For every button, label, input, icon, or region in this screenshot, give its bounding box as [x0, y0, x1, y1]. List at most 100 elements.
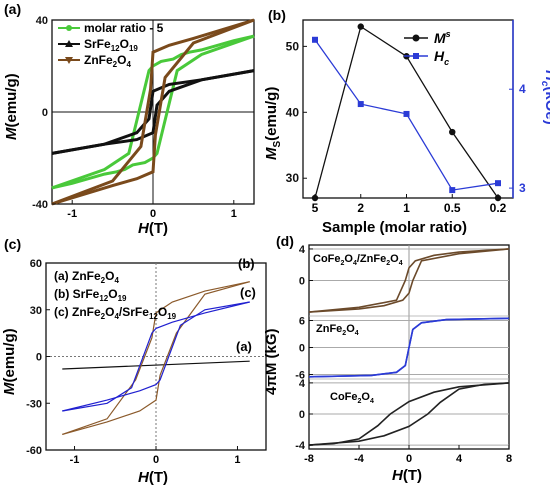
panel-c-axes: -1 0 1 -60 -30 0 30 60 — [26, 258, 240, 466]
panel-d-sub-2-y-tick-label: 4 — [299, 378, 306, 390]
panel-c-y-tick-label: 30 — [30, 305, 42, 317]
panel-c-series-0-line — [62, 360, 250, 370]
panel-c-plot — [46, 263, 266, 450]
panel-b: 5 2 1 0.5 0.2 30 40 50 3 4 (b) Ms Hc MS(emu/g) Hc… — [263, 7, 550, 236]
panel-d-sub-0-y-tick-label: 0 — [299, 276, 305, 288]
panel-d-sub-0-y-tick-label: 4 — [299, 244, 306, 256]
legend-marker-ms — [412, 34, 420, 42]
panel-b-plot — [311, 23, 502, 202]
panel-c-label: (c) — [4, 236, 21, 252]
panel-a-x-tick-label: 0 — [150, 208, 156, 220]
panel-a-y-tick-label: -40 — [32, 199, 48, 211]
panel-a-y-tick-label: 0 — [42, 107, 48, 119]
panel-c-series-2-upper-branch — [62, 301, 250, 412]
panel-b-point-hc — [357, 101, 364, 108]
panel-b-legend: Ms Hc — [404, 29, 451, 67]
legend-marker-molar-ratio — [66, 25, 72, 31]
panel-c: -1 0 1 -60 -30 0 30 60 (c) (a) ZnFe2O4 (b) SrFe… — [1, 236, 267, 486]
panel-d-sub-1-y-tick-label: 0 — [299, 343, 305, 355]
panel-d-sub-0-lower-branch — [308, 248, 510, 313]
legend-label-molar-ratio: molar ratio - 5 — [84, 21, 164, 35]
panel-c-legend: (a) ZnFe2O4 (b) SrFe12O19 (c) ZnFe2O4/Sr… — [54, 269, 177, 321]
panel-a-label: (a) — [4, 1, 21, 17]
panel-c-y-tick-label: 60 — [30, 258, 42, 270]
panel-b-point-ms — [357, 23, 364, 30]
panel-b-xlabel: Sample (molar ratio) — [322, 219, 467, 236]
panel-d-xlabel: H(T) — [392, 467, 422, 484]
panel-b-x-tick-label: 0.2 — [490, 201, 507, 215]
panel-c-series-1-lower-branch — [62, 281, 250, 435]
panel-c-y-tick-label: -30 — [26, 398, 42, 410]
panel-c-x-tick-label: 0 — [153, 454, 159, 466]
panel-a-series-0-lower-branch — [51, 34, 255, 190]
panel-a-series-1-lower-branch — [51, 69, 255, 155]
panel-a-series-2-upper-branch — [51, 18, 255, 206]
panel-d-label-composite: CoFe2O4/ZnFe2O4 — [313, 253, 403, 267]
panel-d-ylabel: 4πM (kG) — [263, 329, 280, 396]
panel-d-x-tick-label: -8 — [304, 453, 314, 465]
legend-label-znfe: ZnFe2O4 — [84, 53, 131, 69]
panel-b-x-tick-label: 0.5 — [444, 201, 461, 215]
panel-b-ylabel-left: MS(emu/g) — [263, 87, 283, 160]
panel-b-x-tick-label: 2 — [357, 201, 364, 215]
panel-d-x-tick-label: 8 — [506, 453, 512, 465]
panel-c-y-tick-label: 0 — [36, 352, 42, 364]
panel-b-yleft-tick-label: 40 — [286, 105, 300, 119]
panel-b-axes: 5 2 1 0.5 0.2 30 40 50 3 4 — [286, 39, 526, 215]
panel-c-series-1-upper-branch — [62, 281, 250, 435]
panel-a-series-2-lower-branch — [51, 18, 255, 206]
panel-a-x-tick-label: 1 — [231, 208, 237, 220]
panel-d-plot — [308, 245, 510, 449]
panel-d-sub-2-lower-branch — [308, 382, 510, 446]
panel-b-yleft-tick-label: 50 — [286, 39, 300, 53]
panel-d-sub-1-y-tick-label: -6 — [295, 370, 305, 382]
panel-b-point-hc — [312, 36, 318, 43]
panel-b-x-tick-label: 5 — [312, 201, 319, 215]
panel-a-axes: -1 0 1 -40 0 40 — [32, 15, 237, 220]
panel-d-label-znfe: ZnFe2O4 — [316, 323, 359, 337]
panel-c-ylabel: M(emu/g) — [1, 328, 18, 395]
panel-d-sub-2-y-tick-label: 0 — [299, 409, 305, 421]
panel-b-x-tick-label: 1 — [403, 201, 410, 215]
panel-b-yright-tick-label: 4 — [519, 82, 526, 96]
panel-a-series-0-upper-branch — [51, 34, 255, 190]
legend-label-hc: Hc — [434, 48, 449, 67]
curve-tag-a: (a) — [236, 339, 252, 354]
panel-b-point-hc — [449, 187, 456, 194]
panel-a-y-tick-label: 40 — [36, 15, 48, 27]
panel-b-ylabel-right: Hc(kOe) — [539, 70, 550, 125]
panel-d-sub-1-y-tick-label: 6 — [299, 316, 305, 328]
panel-b-frame — [302, 19, 514, 199]
panel-c-x-tick-label: -1 — [70, 454, 80, 466]
legend-c-a: (a) ZnFe2O4 — [54, 269, 119, 285]
panel-c-y-tick-label: -60 — [26, 445, 42, 457]
panel-b-label: (b) — [268, 7, 286, 23]
panel-d-x-tick-label: -4 — [354, 453, 365, 465]
panel-a-ylabel: M(emu/g) — [3, 73, 20, 140]
panel-c-xlabel: H(T) — [138, 469, 168, 486]
panel-a-x-tick-label: -1 — [67, 208, 77, 220]
legend-c-c: (c) ZnFe2O4/SrFe12O19 — [54, 305, 177, 321]
panel-d-x-tick-label: 0 — [406, 453, 412, 465]
legend-c-b: (b) SrFe12O19 — [54, 287, 127, 303]
legend-marker-znfe — [65, 57, 73, 64]
panel-b-point-hc — [403, 110, 410, 117]
panel-c-x-tick-label: 1 — [234, 454, 240, 466]
panel-b-point-hc — [495, 180, 501, 187]
legend-label-ms: Ms — [434, 29, 451, 46]
panel-d-label: (d) — [276, 233, 294, 249]
panel-d-sub-1-lower-branch — [308, 317, 510, 378]
panel-c-series-2-lower-branch — [62, 301, 250, 412]
curve-tag-c: (c) — [240, 285, 256, 300]
panel-a-plot — [51, 18, 255, 206]
panel-b-yleft-tick-label: 30 — [286, 171, 300, 185]
panel-b-yright-tick-label: 3 — [519, 181, 526, 195]
panel-a-xlabel: H(T) — [138, 220, 168, 237]
legend-label-srfe: SrFe12O19 — [84, 37, 138, 53]
curve-tag-b: (b) — [238, 256, 255, 271]
panel-d-label-cofe: CoFe2O4 — [330, 391, 374, 405]
panel-d-x-tick-label: 4 — [456, 453, 463, 465]
legend-marker-hc — [413, 53, 419, 59]
